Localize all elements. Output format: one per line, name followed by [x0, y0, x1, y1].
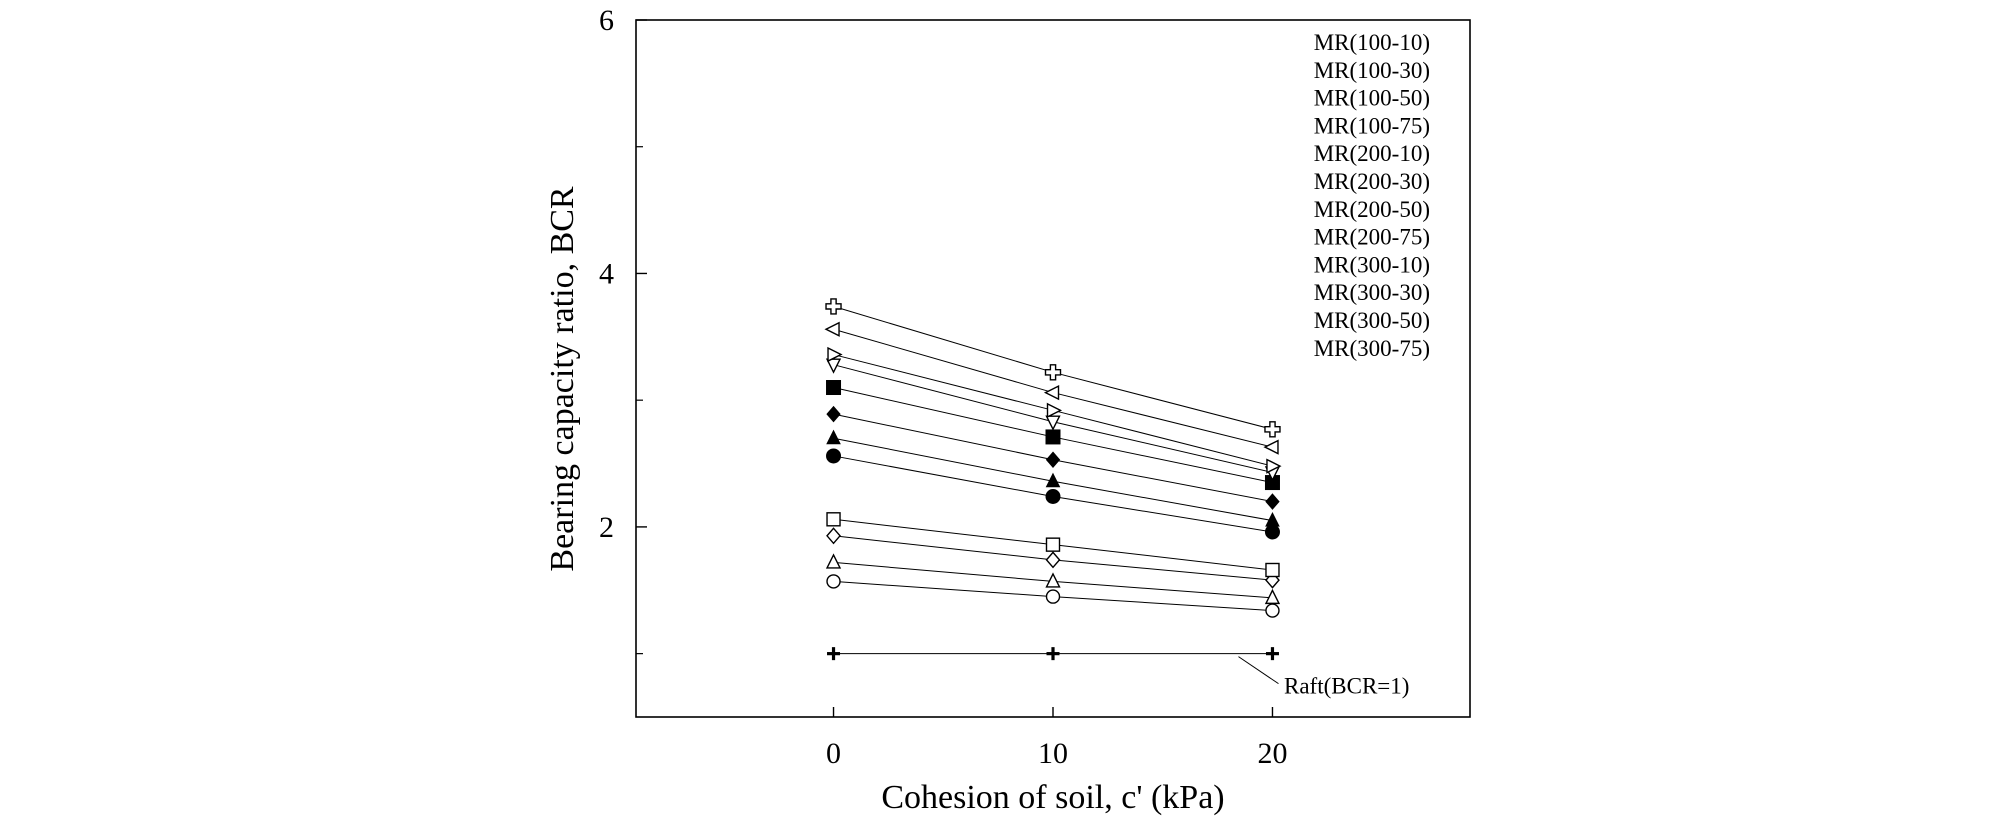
point-mr-100-30-0 [825, 553, 842, 569]
legend-entry-mr-100-10: MR(100-10) [1314, 30, 1430, 55]
x-axis-title: Cohesion of soil, c' (kPa) [881, 779, 1224, 816]
y-tick-label-1: 4 [599, 257, 614, 290]
point-mr-100-75-2 [1265, 562, 1280, 578]
point-mr-300-50-0 [824, 321, 840, 337]
legend-entry-mr-100-30: MR(100-30) [1314, 58, 1430, 83]
point-mr-100-50-0 [826, 527, 841, 545]
y-tick-label-0: 2 [599, 511, 614, 544]
legend-entry-mr-300-75: MR(300-75) [1314, 336, 1430, 361]
point-mr-200-10-1 [1045, 488, 1061, 504]
point-mr-300-75-1 [1044, 364, 1062, 381]
y-axis-title: Bearing capacity ratio, BCR [544, 186, 581, 572]
annotation-label-0: Raft(BCR=1) [1284, 674, 1409, 699]
point-mr-100-75-0 [826, 512, 841, 527]
legend-entry-mr-300-50: MR(300-50) [1314, 308, 1430, 333]
point-mr-100-75-1 [1045, 537, 1061, 552]
point-mr-200-50-1 [1045, 451, 1061, 469]
point-mr-300-10-1 [1045, 415, 1061, 431]
point-mr-200-75-0 [826, 380, 842, 396]
point-mr-300-75-2 [1264, 421, 1281, 438]
point-mr-300-30-0 [827, 346, 843, 363]
series-markers [824, 298, 1282, 661]
point-mr-100-30-2 [1264, 588, 1281, 605]
legend-entry-mr-200-50: MR(200-50) [1314, 197, 1430, 222]
point-raft-bcr-1-1 [1046, 647, 1060, 661]
point-mr-200-50-0 [826, 405, 841, 423]
legend-entry-mr-200-30: MR(200-30) [1314, 169, 1430, 194]
x-tick-label-1: 10 [1038, 737, 1068, 770]
point-mr-100-50-1 [1045, 551, 1061, 569]
legend-entry-mr-100-50: MR(100-50) [1314, 86, 1430, 111]
annotations: Raft(BCR=1) [1238, 656, 1409, 699]
x-tick-label-2: 20 [1257, 737, 1287, 770]
point-mr-300-50-1 [1043, 384, 1060, 401]
legend-entry-mr-300-30: MR(300-30) [1314, 280, 1430, 305]
legend-entry-mr-300-10: MR(300-10) [1314, 252, 1430, 277]
x-tick-label-0: 0 [826, 737, 841, 770]
point-mr-300-10-0 [825, 358, 842, 374]
point-mr-300-75-0 [825, 298, 842, 315]
point-mr-300-50-2 [1263, 439, 1279, 455]
point-mr-300-30-2 [1266, 458, 1282, 474]
point-mr-100-10-0 [826, 574, 841, 589]
point-mr-200-30-1 [1045, 472, 1061, 488]
legend: MR(100-10) MR(100-30) MR(100-50)MR(100-75)… [1314, 30, 1430, 361]
legend-entry-mr-100-75: MR(100-75) [1314, 113, 1430, 138]
legend-entry-mr-200-10: MR(200-10) [1314, 141, 1430, 166]
legend-entry-mr-200-75: MR(200-75) [1314, 225, 1430, 250]
point-mr-200-30-0 [826, 429, 841, 445]
point-mr-100-10-2 [1265, 603, 1280, 618]
point-raft-bcr-1-2 [1265, 647, 1279, 661]
point-mr-200-75-1 [1045, 429, 1061, 445]
point-mr-100-10-1 [1045, 589, 1061, 604]
point-mr-200-10-2 [1264, 524, 1280, 540]
point-raft-bcr-1-0 [827, 647, 841, 661]
axis-ticks: 0 10 20 2 4 6 [599, 4, 1287, 770]
annotation-leader-0 [1238, 656, 1279, 685]
point-mr-100-30-1 [1045, 572, 1061, 588]
point-mr-200-10-0 [826, 448, 842, 464]
point-mr-200-50-2 [1265, 493, 1280, 510]
y-tick-label-2: 6 [599, 4, 614, 37]
point-mr-300-30-1 [1046, 402, 1063, 418]
point-mr-200-30-2 [1265, 511, 1280, 527]
